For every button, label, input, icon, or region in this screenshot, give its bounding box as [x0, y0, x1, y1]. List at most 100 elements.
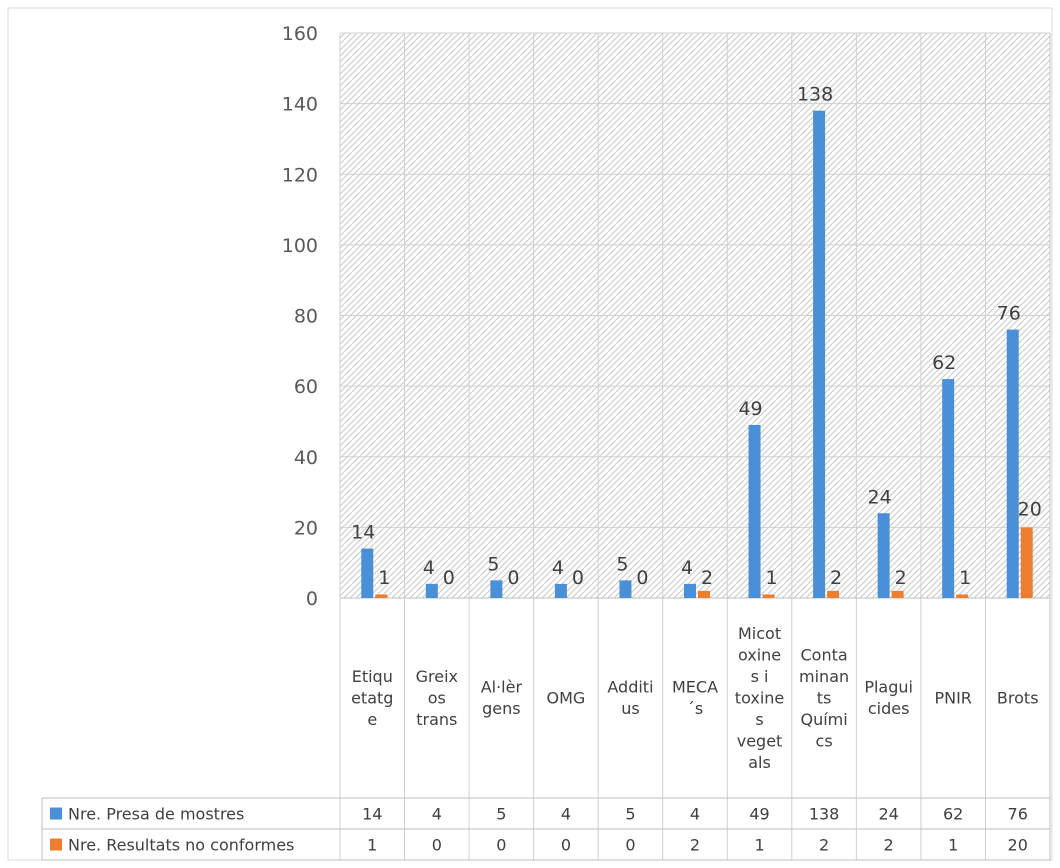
data-label: 0: [636, 567, 648, 589]
bar-presa: [813, 110, 826, 598]
legend-label: Nre. Resultats no conformes: [68, 836, 294, 855]
table-cell-value: 0: [561, 836, 571, 855]
y-tick-label: 100: [282, 235, 318, 257]
category-label: Etiqu: [352, 667, 393, 686]
data-label: 4: [552, 557, 564, 579]
category-label: Greix: [416, 667, 458, 686]
data-label: 14: [351, 522, 375, 544]
data-label: 49: [738, 398, 762, 420]
y-tick-label: 20: [294, 517, 318, 539]
bar-no-conformes: [375, 594, 388, 598]
category-label: Al·lèr: [481, 678, 523, 697]
category-label: gens: [482, 699, 520, 718]
category-label: toxine: [735, 688, 784, 707]
data-label: 1: [765, 567, 777, 589]
category-label: Micot: [738, 624, 781, 643]
bar-presa: [942, 379, 955, 598]
table-cell-value: 5: [496, 805, 506, 824]
category-label: s i: [751, 667, 769, 686]
y-tick-label: 120: [282, 164, 318, 186]
legend-swatch: [50, 807, 62, 820]
bar-presa: [748, 424, 761, 598]
category-label: Brots: [997, 688, 1039, 707]
y-tick-label: 140: [282, 94, 318, 116]
bar-presa: [684, 583, 696, 598]
data-label: 2: [830, 567, 842, 589]
category-label: Additi: [607, 678, 653, 697]
data-label: 5: [487, 553, 499, 575]
data-label: 5: [616, 553, 628, 575]
table-cell-value: 138: [809, 805, 840, 824]
category-label: als: [748, 753, 771, 772]
table-cell-value: 0: [496, 836, 506, 855]
category-label: oxine: [738, 645, 781, 664]
table-cell-value: 1: [367, 836, 377, 855]
category-label: OMG: [547, 688, 586, 707]
table-cell-value: 4: [690, 805, 700, 824]
table-cell-value: 4: [561, 805, 571, 824]
table-cell-value: 20: [1008, 836, 1028, 855]
bar-presa: [361, 548, 374, 598]
table-cell-value: 5: [625, 805, 635, 824]
table-cell-value: 0: [432, 836, 442, 855]
category-label: etatg: [351, 688, 393, 707]
bar-presa: [877, 513, 890, 598]
table-cell-value: 4: [432, 805, 442, 824]
y-tick-label: 80: [294, 306, 318, 328]
category-label: cs: [816, 731, 833, 750]
table-cell-value: 14: [362, 805, 382, 824]
data-label: 138: [797, 84, 833, 106]
data-label: 20: [1018, 498, 1042, 520]
bar-presa: [425, 583, 438, 598]
data-label: 1: [959, 567, 971, 589]
bar-no-conformes: [956, 594, 969, 598]
data-label: 24: [868, 486, 892, 508]
data-label: 0: [443, 567, 455, 589]
category-label: us: [621, 699, 639, 718]
category-label: Quími: [800, 710, 847, 729]
category-label: trans: [416, 710, 457, 729]
table-cell-value: 1: [948, 836, 958, 855]
data-label: 1: [378, 567, 390, 589]
legend-label: Nre. Presa de mostres: [68, 805, 244, 824]
bar-no-conformes: [1020, 527, 1033, 598]
category-label: e: [367, 710, 377, 729]
category-label: Conta: [800, 645, 847, 664]
data-label: 4: [681, 557, 693, 579]
data-label: 2: [701, 567, 713, 589]
table-cell-value: 76: [1008, 805, 1028, 824]
data-label: 62: [932, 352, 956, 374]
data-label: 2: [895, 567, 907, 589]
y-tick-label: 40: [294, 447, 318, 469]
y-tick-label: 160: [282, 23, 318, 45]
data-label: 76: [997, 303, 1021, 325]
table-cell-value: 1: [754, 836, 764, 855]
table-cell-value: 2: [884, 836, 894, 855]
bar-no-conformes: [762, 594, 775, 598]
table-cell-value: 2: [690, 836, 700, 855]
data-label: 0: [572, 567, 584, 589]
category-label: ´s: [687, 699, 703, 718]
category-label: ts: [817, 688, 832, 707]
category-label: minan: [799, 667, 849, 686]
category-label: s: [755, 710, 763, 729]
y-tick-label: 0: [306, 588, 318, 610]
bar-presa: [619, 580, 632, 598]
data-label: 0: [507, 567, 519, 589]
category-label: cides: [868, 699, 910, 718]
bar-presa: [490, 580, 503, 598]
table-cell-value: 0: [625, 836, 635, 855]
table-cell-value: 62: [943, 805, 963, 824]
legend-swatch: [50, 838, 62, 851]
category-label: PNIR: [934, 688, 971, 707]
category-label: Plagui: [864, 678, 913, 697]
category-label: MECA: [672, 678, 718, 697]
table-cell-value: 49: [749, 805, 769, 824]
table-cell-value: 2: [819, 836, 829, 855]
bar-no-conformes: [827, 590, 840, 598]
data-label: 4: [423, 557, 435, 579]
category-label: veget: [737, 731, 783, 750]
bar-no-conformes: [698, 590, 710, 598]
bar-presa: [1006, 329, 1019, 598]
